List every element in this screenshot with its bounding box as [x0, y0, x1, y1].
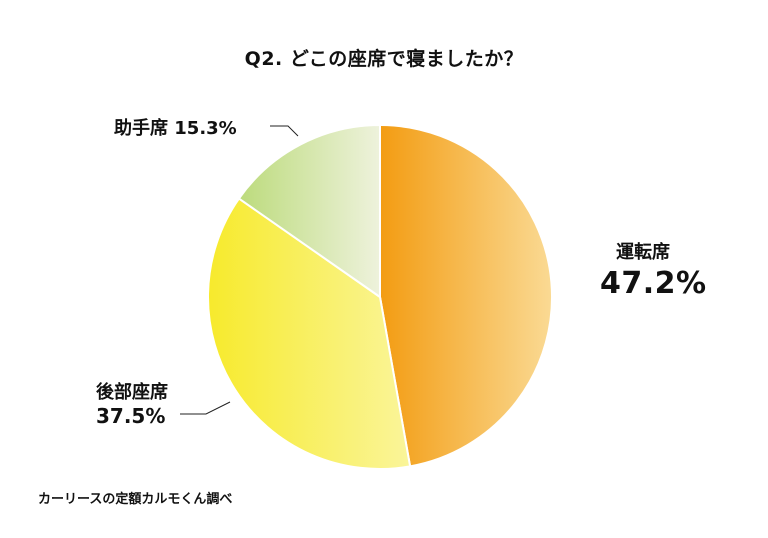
- slice-label-passenger: 助手席 15.3%: [114, 118, 237, 139]
- slice-label-driver-name: 運転席: [616, 242, 670, 263]
- slice-label-driver-value: 47.2%: [600, 266, 707, 301]
- slice-label-rear-value: 37.5%: [96, 404, 166, 428]
- slice-label-rear-name: 後部座席: [96, 382, 168, 403]
- pie-slice-driver: [379, 123, 554, 468]
- pie-slice-rear: [207, 197, 412, 470]
- chart-title: Q2. どこの座席で寝ましたか？: [244, 48, 524, 70]
- source-note: カーリースの定額カルモくん調べ: [38, 492, 233, 507]
- leader-line-rear: [180, 401, 231, 415]
- leader-line-passenger: [270, 125, 299, 137]
- pie-slice-passenger: [237, 123, 381, 299]
